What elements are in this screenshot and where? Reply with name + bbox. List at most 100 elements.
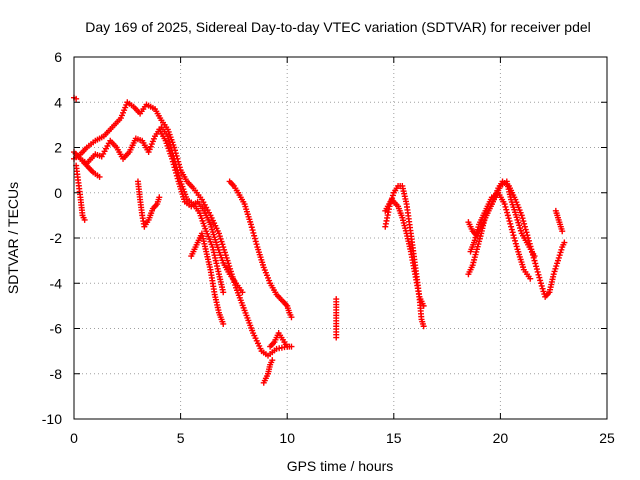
data-point — [173, 172, 180, 179]
data-point — [521, 223, 528, 230]
data-point — [248, 224, 255, 231]
data-point — [169, 155, 176, 162]
data-point — [333, 334, 340, 341]
data-point — [250, 229, 257, 236]
data-point — [288, 314, 295, 321]
data-point — [559, 228, 566, 235]
data-point — [252, 238, 259, 245]
data-point — [502, 203, 509, 210]
data-point — [515, 219, 522, 226]
data-point — [220, 244, 227, 251]
data-point — [269, 357, 276, 364]
data-point — [533, 266, 540, 273]
data-point — [174, 175, 181, 182]
data-point — [508, 223, 515, 230]
data-point — [522, 226, 529, 233]
data-point — [556, 252, 563, 259]
data-point — [503, 206, 510, 213]
data-point — [518, 212, 525, 219]
data-point — [251, 235, 258, 242]
data-point — [171, 164, 178, 171]
x-tick-label: 25 — [599, 430, 615, 446]
data-point — [557, 249, 564, 256]
x-tick-label: 10 — [279, 430, 295, 446]
data-point — [550, 271, 557, 278]
data-point — [223, 254, 230, 261]
y-tick-label: 4 — [54, 94, 62, 110]
y-tick-label: -6 — [50, 321, 63, 337]
data-point — [551, 268, 558, 275]
x-axis-label: GPS time / hours — [287, 458, 394, 474]
data-point — [172, 167, 179, 174]
grid — [74, 57, 607, 419]
data-point — [170, 161, 177, 168]
chart-title: Day 169 of 2025, Sidereal Day-to-day VTE… — [85, 19, 591, 35]
data-point — [173, 169, 180, 176]
data-point — [514, 216, 521, 223]
data-point — [558, 246, 565, 253]
data-point — [504, 212, 511, 219]
data-point — [156, 194, 163, 201]
data-point — [535, 271, 542, 278]
data-point — [227, 265, 234, 272]
data-point — [420, 323, 427, 330]
data-point — [533, 263, 540, 270]
data-point — [536, 274, 543, 281]
data-point — [251, 232, 258, 239]
data-point — [169, 158, 176, 165]
data-point — [218, 238, 225, 245]
data-point — [220, 320, 227, 327]
data-point — [537, 280, 544, 287]
y-tick-labels: -10 -8 -6 -4 -2 0 2 4 6 — [42, 49, 62, 427]
y-axis-label: SDTVAR / TECUs — [5, 182, 21, 294]
y-tick-label: -8 — [50, 366, 63, 382]
y-tick-label: 0 — [54, 185, 62, 201]
x-tick-label: 5 — [177, 430, 185, 446]
data-point — [561, 239, 568, 246]
data-point — [554, 260, 561, 267]
data-point — [534, 268, 541, 275]
x-tick-label: 15 — [386, 430, 402, 446]
data-point — [553, 263, 560, 270]
data-point — [516, 222, 523, 229]
data-point — [249, 227, 256, 234]
data-point — [216, 233, 223, 240]
data-point — [239, 289, 246, 296]
data-point — [225, 260, 232, 267]
data-point — [420, 302, 427, 309]
data-point — [531, 253, 538, 260]
data-point — [554, 257, 561, 264]
y-tick-label: -2 — [50, 230, 63, 246]
x-tick-label: 0 — [70, 430, 78, 446]
data-point — [508, 226, 515, 233]
data-point — [505, 215, 512, 222]
data-point — [523, 229, 530, 236]
data-point — [555, 254, 562, 261]
data-point — [507, 220, 514, 227]
data-point — [221, 249, 228, 256]
data-point — [527, 275, 534, 282]
x-tick-labels: 0 5 10 15 20 25 — [70, 430, 615, 446]
data-point — [217, 235, 224, 242]
data-point — [519, 215, 526, 222]
data-point — [506, 218, 513, 225]
x-tick-label: 20 — [493, 430, 509, 446]
data-point — [504, 209, 511, 216]
data-point — [389, 192, 396, 199]
data-point — [221, 246, 228, 253]
data-point — [512, 237, 519, 244]
data-point — [222, 252, 229, 259]
data-point — [510, 232, 517, 239]
data-point — [511, 235, 518, 241]
data-point — [512, 240, 519, 247]
data-point — [552, 265, 559, 272]
data-point — [220, 289, 227, 296]
data-point — [532, 260, 539, 267]
data-point — [81, 216, 88, 223]
y-tick-label: -10 — [42, 411, 62, 427]
axis-ticks — [73, 56, 608, 420]
data-point — [288, 343, 295, 350]
data-point — [537, 277, 544, 284]
data-point — [96, 173, 103, 180]
y-tick-label: -4 — [50, 275, 63, 291]
